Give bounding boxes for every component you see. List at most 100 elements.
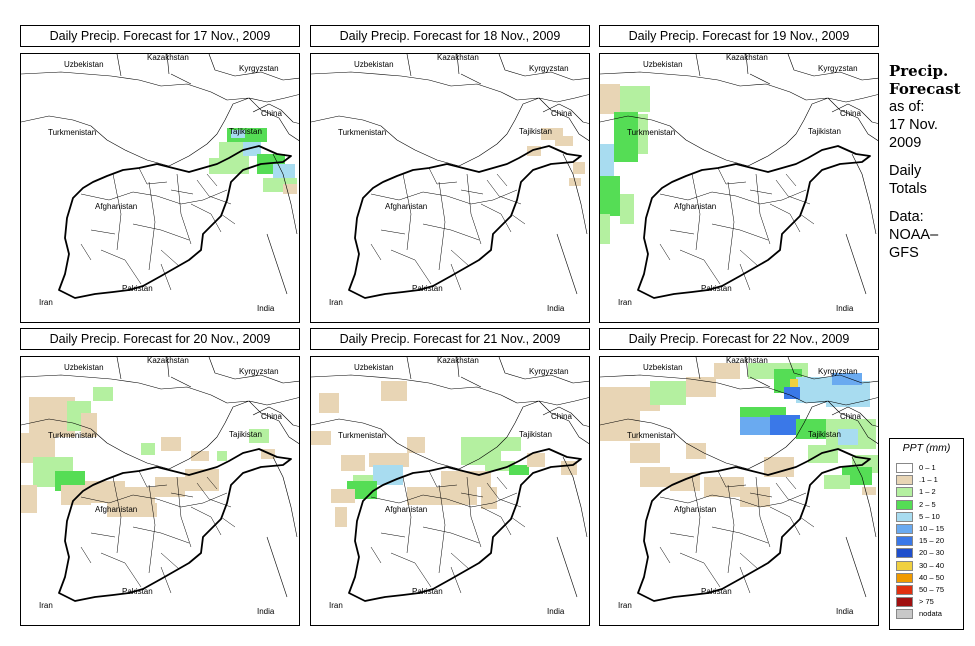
country-label-india: India <box>547 304 565 313</box>
precip-cell <box>620 86 650 112</box>
country-label-turkmenistan: Turkmenistan <box>338 128 387 137</box>
country-label-pakistan: Pakistan <box>701 284 732 293</box>
afghanistan-border <box>348 145 582 299</box>
country-label-pakistan: Pakistan <box>412 284 443 293</box>
precip-cells <box>600 363 878 507</box>
precip-cell <box>824 475 850 489</box>
panel-title: Daily Precip. Forecast for 22 Nov., 2009 <box>599 328 879 350</box>
country-label-kazakhstan: Kazakhstan <box>147 53 189 62</box>
province-borders <box>370 167 526 291</box>
precip-cell <box>481 487 497 509</box>
country-label-kyrgyzstan: Kyrgyzstan <box>239 367 279 376</box>
precip-cell <box>249 429 269 443</box>
precip-cell <box>764 457 794 477</box>
sidebar-totals-line2: Totals <box>889 181 927 197</box>
precip-cell <box>600 84 620 114</box>
afghanistan-border <box>637 145 871 299</box>
legend-swatch <box>896 572 913 583</box>
neighbor-borders <box>311 54 589 295</box>
country-label-kazakhstan: Kazakhstan <box>437 356 479 365</box>
neighbor-borders <box>600 357 878 598</box>
country-label-uzbekistan: Uzbekistan <box>354 363 394 372</box>
precip-cell <box>107 503 157 517</box>
country-label-turkmenistan: Turkmenistan <box>48 431 97 440</box>
province-borders <box>80 470 236 594</box>
precip-cell <box>125 487 155 503</box>
country-label-iran: Iran <box>39 601 53 610</box>
legend-title: PPT (mm) <box>902 442 951 454</box>
precip-cell <box>141 443 155 455</box>
country-label-uzbekistan: Uzbekistan <box>64 363 104 372</box>
province-borders <box>80 167 236 291</box>
panel-title: Daily Precip. Forecast for 21 Nov., 2009 <box>310 328 590 350</box>
precip-cell <box>740 417 774 435</box>
sidebar-title-line2: Forecast <box>889 80 961 98</box>
precip-cell <box>784 387 800 399</box>
sidebar-data-line1: Data: <box>889 209 924 225</box>
map-22-nov: Uzbekistan Kazakhstan Kyrgyzstan China Turkm… <box>599 356 879 626</box>
legend-label: 1 – 2 <box>919 487 936 497</box>
precip-cell <box>790 379 798 387</box>
country-label-afghanistan: Afghanistan <box>385 202 428 211</box>
country-label-tajikistan: Tajikistan <box>519 430 552 439</box>
country-label-afghanistan: Afghanistan <box>385 505 428 514</box>
sidebar-data-line3: GFS <box>889 245 919 261</box>
precip-cell <box>770 415 800 435</box>
legend-swatch <box>896 499 913 510</box>
precip-cells <box>209 128 297 194</box>
legend-label: 50 – 75 <box>919 585 945 594</box>
legend-swatch <box>896 548 913 559</box>
precip-cell <box>217 451 227 461</box>
country-label-turkmenistan: Turkmenistan <box>627 128 676 137</box>
country-label-turkmenistan: Turkmenistan <box>627 431 676 440</box>
country-label-tajikistan: Tajikistan <box>808 430 841 439</box>
sidebar-data-line2: NOAA– <box>889 227 939 243</box>
country-label-china: China <box>261 412 282 421</box>
precip-cell <box>614 112 638 162</box>
map-svg <box>600 357 878 602</box>
map-svg <box>311 54 589 299</box>
precip-cell <box>714 363 740 379</box>
country-label-afghanistan: Afghanistan <box>674 202 717 211</box>
precip-cell <box>600 176 620 216</box>
country-label-kyrgyzstan: Kyrgyzstan <box>239 64 279 73</box>
precip-cell <box>311 431 331 445</box>
precip-cell <box>353 475 379 485</box>
precip-cell <box>600 214 610 244</box>
country-label-india: India <box>836 607 854 616</box>
neighbor-borders <box>21 357 299 598</box>
legend-swatch <box>896 560 913 571</box>
precip-cell <box>630 443 660 463</box>
afghanistan-border <box>348 448 582 602</box>
panel-title: Daily Precip. Forecast for 17 Nov., 2009 <box>20 25 300 47</box>
legend-swatch <box>896 463 913 473</box>
country-label-pakistan: Pakistan <box>122 587 153 596</box>
legend-swatch <box>896 524 913 534</box>
country-label-china: China <box>840 109 861 118</box>
legend-label: 0 – 1 <box>919 463 936 472</box>
panel-title: Daily Precip. Forecast for 19 Nov., 2009 <box>599 25 879 47</box>
precip-cell <box>485 461 515 471</box>
precip-cell <box>600 144 614 184</box>
country-label-kyrgyzstan: Kyrgyzstan <box>818 64 858 73</box>
forecast-sidebar: Precip. Forecast as of: 17 Nov. 2009 Dai… <box>889 62 973 262</box>
precip-cell <box>243 142 261 156</box>
country-label-kazakhstan: Kazakhstan <box>726 53 768 62</box>
precip-cell <box>161 437 181 451</box>
precip-cell <box>527 453 545 467</box>
precip-cell <box>335 507 347 527</box>
sidebar-title-line1: Precip. <box>889 62 949 80</box>
country-label-kazakhstan: Kazakhstan <box>147 356 189 365</box>
precip-cell <box>509 465 529 475</box>
country-label-china: China <box>261 109 282 118</box>
precip-cell <box>155 477 185 497</box>
legend-swatch <box>896 511 913 522</box>
precip-cell <box>407 487 477 505</box>
country-label-kazakhstan: Kazakhstan <box>726 356 768 365</box>
afghanistan-border <box>58 448 292 602</box>
precip-cell <box>369 453 409 467</box>
country-label-pakistan: Pakistan <box>412 587 443 596</box>
precip-cell <box>331 489 355 503</box>
precip-cells <box>311 381 577 527</box>
country-label-kyrgyzstan: Kyrgyzstan <box>529 64 569 73</box>
